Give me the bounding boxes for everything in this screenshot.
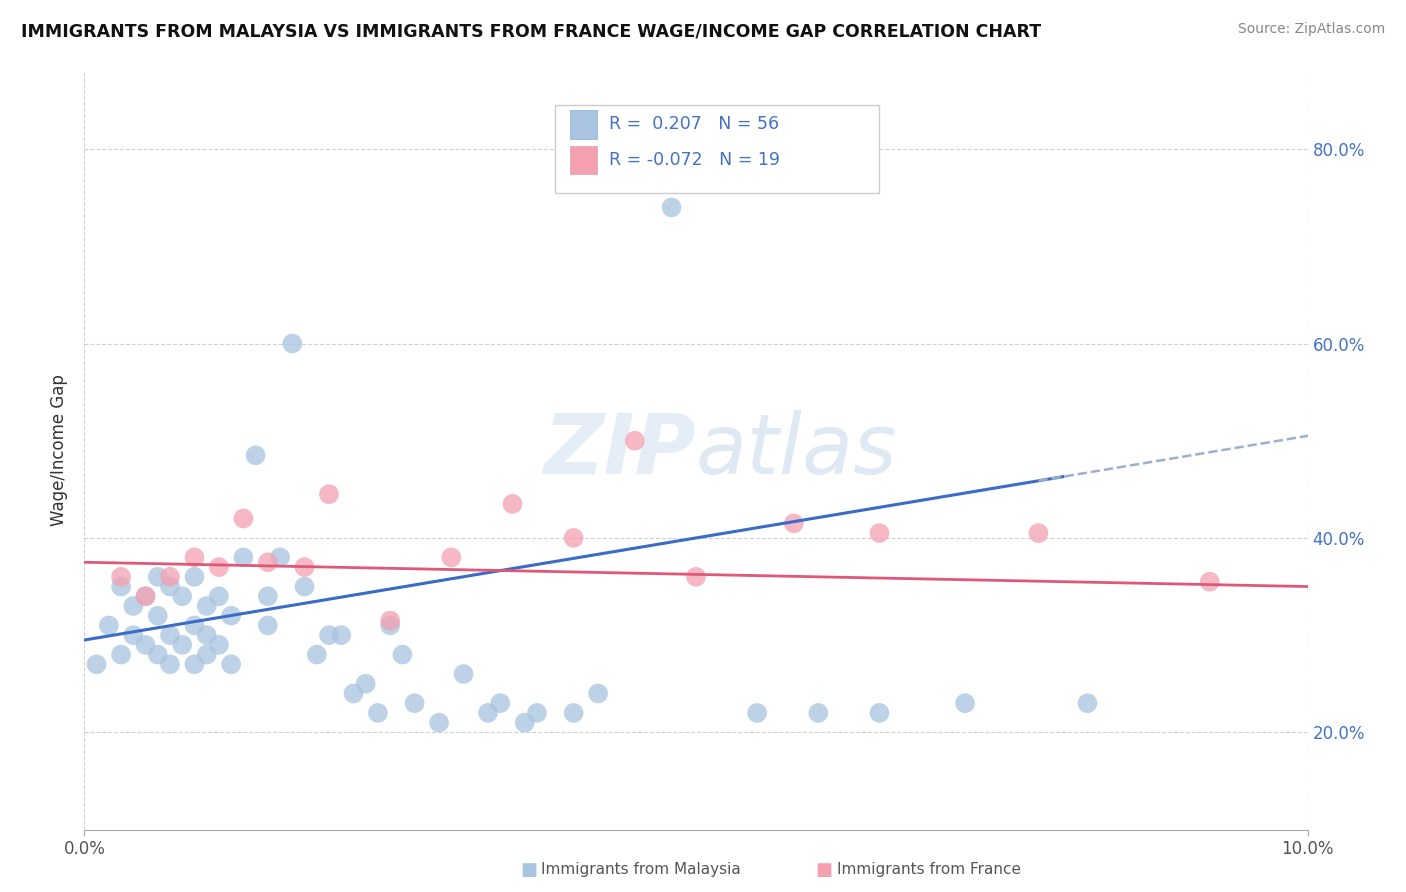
Text: IMMIGRANTS FROM MALAYSIA VS IMMIGRANTS FROM FRANCE WAGE/INCOME GAP CORRELATION C: IMMIGRANTS FROM MALAYSIA VS IMMIGRANTS F… xyxy=(21,22,1042,40)
Point xyxy=(110,570,132,584)
Point xyxy=(953,696,976,710)
Y-axis label: Wage/Income Gap: Wage/Income Gap xyxy=(51,375,69,526)
Point xyxy=(146,608,169,623)
Point xyxy=(380,618,402,632)
Point xyxy=(208,638,231,652)
Point xyxy=(807,706,830,720)
Point xyxy=(219,657,242,672)
Point xyxy=(195,648,218,662)
Point xyxy=(195,628,218,642)
Point xyxy=(661,201,683,215)
Point xyxy=(294,580,316,594)
Point xyxy=(367,706,389,720)
Point xyxy=(269,550,291,565)
Point xyxy=(453,667,475,681)
Point xyxy=(146,570,169,584)
Point xyxy=(502,497,524,511)
Text: Immigrants from Malaysia: Immigrants from Malaysia xyxy=(541,863,741,877)
Point xyxy=(195,599,218,613)
Point xyxy=(1198,574,1220,589)
Point xyxy=(110,580,132,594)
Point xyxy=(183,657,205,672)
Point xyxy=(318,628,340,642)
Text: R =  0.207   N = 56: R = 0.207 N = 56 xyxy=(609,115,779,134)
Point xyxy=(208,560,231,574)
Point xyxy=(354,677,377,691)
Point xyxy=(135,638,157,652)
Point xyxy=(624,434,647,448)
Point xyxy=(427,715,450,730)
Point xyxy=(257,589,280,603)
Point xyxy=(685,570,707,584)
Point xyxy=(1028,526,1050,541)
Point xyxy=(869,526,891,541)
Point xyxy=(257,618,280,632)
Point xyxy=(380,614,402,628)
Point xyxy=(305,648,328,662)
Point xyxy=(135,589,157,603)
Point xyxy=(257,555,280,569)
Point xyxy=(183,550,205,565)
Point xyxy=(232,511,254,525)
Point xyxy=(183,570,205,584)
Point xyxy=(219,608,242,623)
Point xyxy=(183,618,205,632)
Point xyxy=(586,686,609,700)
Point xyxy=(330,628,353,642)
Point xyxy=(440,550,463,565)
Point xyxy=(172,638,194,652)
Point xyxy=(159,657,181,672)
Text: ■: ■ xyxy=(520,861,537,879)
Point xyxy=(122,599,145,613)
Text: atlas: atlas xyxy=(696,410,897,491)
Point xyxy=(110,648,132,662)
Point xyxy=(526,706,548,720)
Point xyxy=(97,618,120,632)
Bar xyxy=(569,110,598,139)
Point xyxy=(318,487,340,501)
Point xyxy=(747,706,769,720)
Point xyxy=(294,560,316,574)
Point xyxy=(783,516,806,531)
Text: R = -0.072   N = 19: R = -0.072 N = 19 xyxy=(609,151,780,169)
Point xyxy=(342,686,364,700)
Point xyxy=(281,336,304,351)
FancyBboxPatch shape xyxy=(555,105,880,193)
Point xyxy=(404,696,426,710)
Text: Immigrants from France: Immigrants from France xyxy=(837,863,1021,877)
Point xyxy=(562,531,585,545)
Point xyxy=(159,580,181,594)
Point xyxy=(562,706,585,720)
Point xyxy=(86,657,108,672)
Point xyxy=(159,628,181,642)
Point xyxy=(869,706,891,720)
Point xyxy=(135,589,157,603)
Text: ■: ■ xyxy=(815,861,832,879)
Point xyxy=(513,715,536,730)
Point xyxy=(146,648,169,662)
Point xyxy=(477,706,499,720)
Text: ZIP: ZIP xyxy=(543,410,696,491)
Point xyxy=(232,550,254,565)
Point xyxy=(159,570,181,584)
Text: Source: ZipAtlas.com: Source: ZipAtlas.com xyxy=(1237,22,1385,37)
Point xyxy=(122,628,145,642)
Bar xyxy=(569,145,598,175)
Point xyxy=(1076,696,1098,710)
Point xyxy=(172,589,194,603)
Point xyxy=(489,696,512,710)
Point xyxy=(208,589,231,603)
Point xyxy=(391,648,413,662)
Point xyxy=(245,448,267,462)
